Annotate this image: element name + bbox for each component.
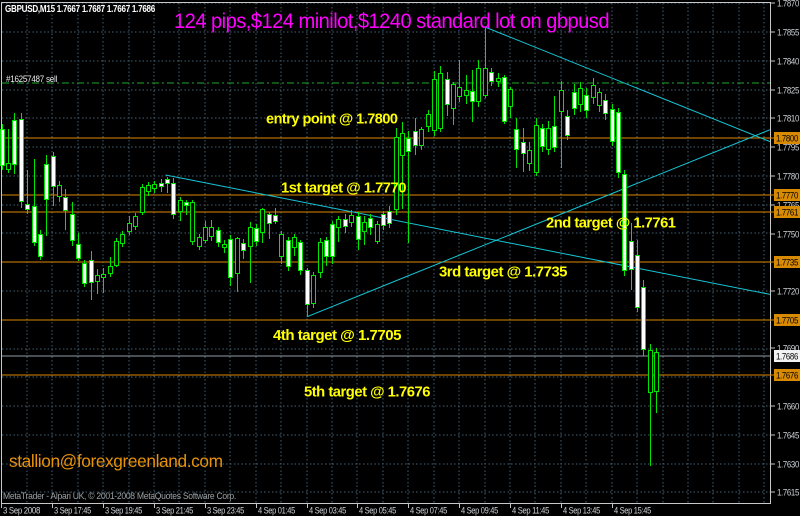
svg-text:#16257487 sell: #16257487 sell — [6, 74, 57, 84]
svg-text:GBPUSD,M15 1.7667 1.7687 1.766: GBPUSD,M15 1.7667 1.7687 1.7667 1.7686 — [5, 3, 155, 15]
svg-text:2nd target @ 1.7761: 2nd target @ 1.7761 — [546, 215, 676, 232]
svg-text:1.7840: 1.7840 — [777, 57, 799, 68]
svg-text:1.7735: 1.7735 — [776, 258, 798, 269]
svg-text:1.7720: 1.7720 — [777, 287, 799, 298]
svg-text:1.7825: 1.7825 — [777, 86, 799, 97]
svg-text:1.7870: 1.7870 — [777, 0, 799, 10]
svg-text:4 Sep 03:45: 4 Sep 03:45 — [309, 506, 346, 516]
svg-text:4 Sep 13:45: 4 Sep 13:45 — [563, 506, 600, 516]
svg-text:124 pips,$124 minilot,$1240 st: 124 pips,$124 minilot,$1240 standard lot… — [174, 10, 609, 33]
svg-text:1.7770: 1.7770 — [776, 191, 798, 202]
svg-text:3 Sep 17:45: 3 Sep 17:45 — [54, 506, 91, 516]
svg-text:1.7780: 1.7780 — [777, 172, 799, 183]
svg-text:1.7750: 1.7750 — [777, 230, 799, 241]
svg-text:1.7615: 1.7615 — [777, 488, 799, 499]
svg-text:1.7676: 1.7676 — [776, 371, 798, 382]
svg-text:3 Sep 2008: 3 Sep 2008 — [3, 506, 40, 516]
svg-text:1.7761: 1.7761 — [776, 208, 798, 219]
svg-text:1.7645: 1.7645 — [777, 431, 799, 442]
svg-text:4 Sep 01:45: 4 Sep 01:45 — [258, 506, 295, 516]
svg-text:4 Sep 15:45: 4 Sep 15:45 — [614, 506, 651, 516]
svg-text:1.7800: 1.7800 — [776, 134, 798, 145]
svg-text:entry point @ 1.7800: entry point @ 1.7800 — [266, 111, 398, 128]
svg-text:4 Sep 05:45: 4 Sep 05:45 — [359, 506, 396, 516]
svg-text:stallion@forexgreenland.com: stallion@forexgreenland.com — [9, 451, 223, 471]
svg-text:MetaTrader - Alpari UK, © 2001: MetaTrader - Alpari UK, © 2001-2008 Meta… — [3, 491, 236, 501]
svg-text:4 Sep 07:45: 4 Sep 07:45 — [410, 506, 447, 516]
svg-text:4th target @ 1.7705: 4th target @ 1.7705 — [273, 327, 401, 344]
svg-text:1.7690: 1.7690 — [777, 344, 799, 355]
svg-text:1.7855: 1.7855 — [777, 28, 799, 39]
svg-text:5th target @ 1.7676: 5th target @ 1.7676 — [304, 384, 430, 401]
svg-text:1.7795: 1.7795 — [777, 143, 799, 154]
svg-text:1.7660: 1.7660 — [777, 402, 799, 413]
svg-text:3rd target @ 1.7735: 3rd target @ 1.7735 — [439, 264, 567, 281]
svg-text:1.7630: 1.7630 — [777, 460, 799, 471]
svg-text:4 Sep 11:45: 4 Sep 11:45 — [512, 506, 549, 516]
svg-text:1.7705: 1.7705 — [776, 316, 798, 327]
svg-text:1.7686: 1.7686 — [776, 352, 798, 363]
svg-text:1.7810: 1.7810 — [777, 114, 799, 125]
svg-text:3 Sep 21:45: 3 Sep 21:45 — [156, 506, 193, 516]
svg-text:3 Sep 23:45: 3 Sep 23:45 — [207, 506, 244, 516]
svg-text:4 Sep 09:45: 4 Sep 09:45 — [461, 506, 498, 516]
svg-text:3 Sep 19:45: 3 Sep 19:45 — [105, 506, 142, 516]
svg-text:1st target @ 1.7770: 1st target @ 1.7770 — [281, 180, 406, 197]
